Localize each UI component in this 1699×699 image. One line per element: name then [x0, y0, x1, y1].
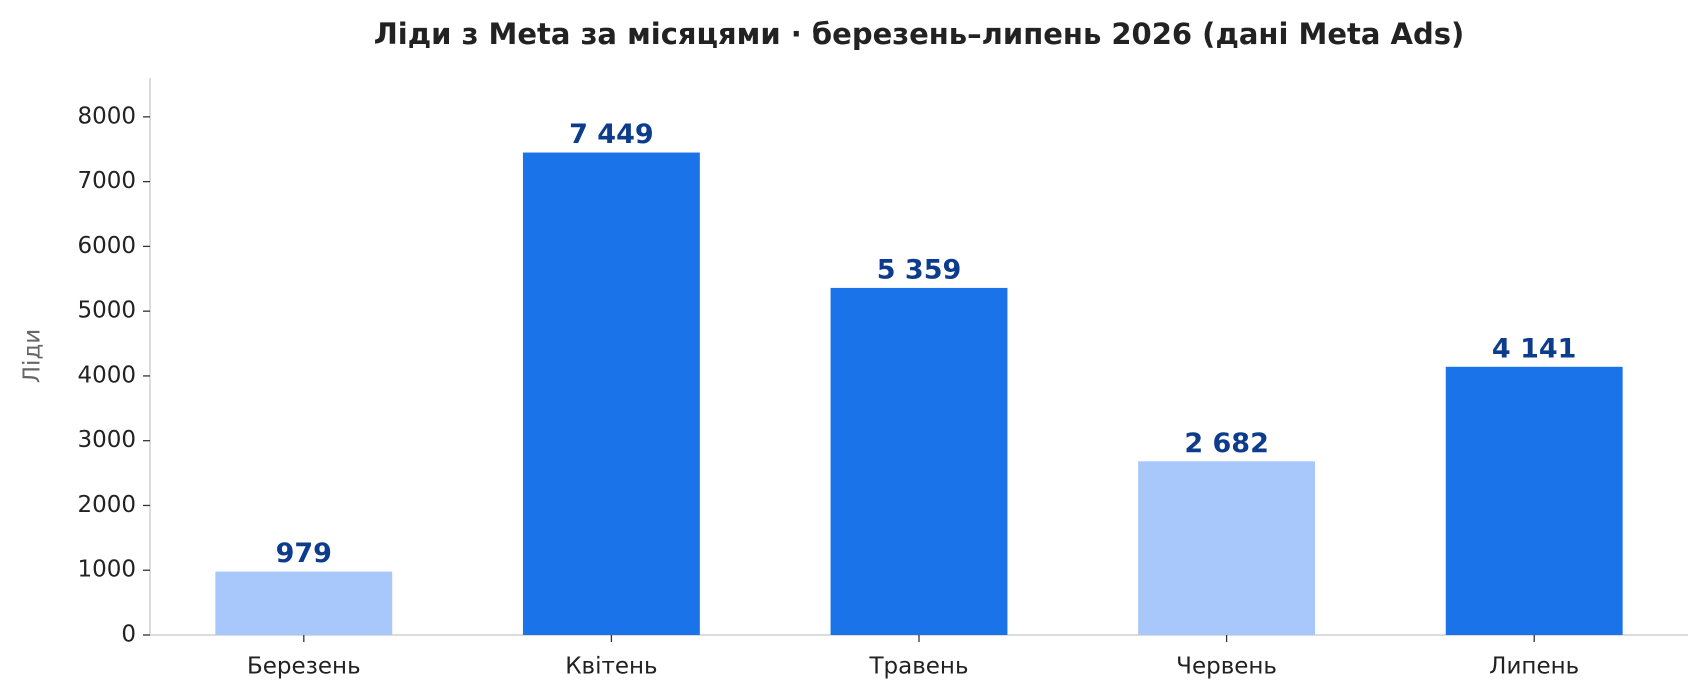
data-label: 2 682: [1184, 428, 1269, 459]
y-tick-label: 6000: [77, 233, 136, 259]
y-tick-label: 5000: [77, 298, 136, 324]
data-label: 4 141: [1492, 333, 1577, 364]
bar: [215, 571, 393, 635]
x-tick-label: Травень: [868, 654, 968, 680]
x-tick-label: Квітень: [565, 654, 657, 680]
y-tick-label: 3000: [77, 427, 136, 453]
bar: [830, 287, 1008, 635]
y-tick-label: 7000: [77, 168, 136, 194]
y-axis-label: Ліди: [20, 329, 46, 384]
bar: [522, 152, 700, 635]
data-label: 7 449: [569, 119, 654, 150]
y-tick-label: 0: [121, 622, 136, 648]
x-tick-label: Березень: [247, 654, 361, 680]
chart-title: Ліди з Meta за місяцями · березень–липен…: [374, 17, 1465, 51]
x-tick-label: Червень: [1176, 654, 1277, 680]
bar: [1445, 366, 1623, 635]
y-tick-label: 1000: [77, 557, 136, 583]
y-tick-label: 4000: [77, 362, 136, 388]
data-label: 5 359: [877, 254, 962, 285]
y-tick-label: 8000: [77, 103, 136, 129]
y-tick-label: 2000: [77, 492, 136, 518]
data-label: 979: [276, 538, 332, 569]
bar: [1138, 461, 1316, 635]
x-tick-label: Липень: [1489, 654, 1579, 680]
